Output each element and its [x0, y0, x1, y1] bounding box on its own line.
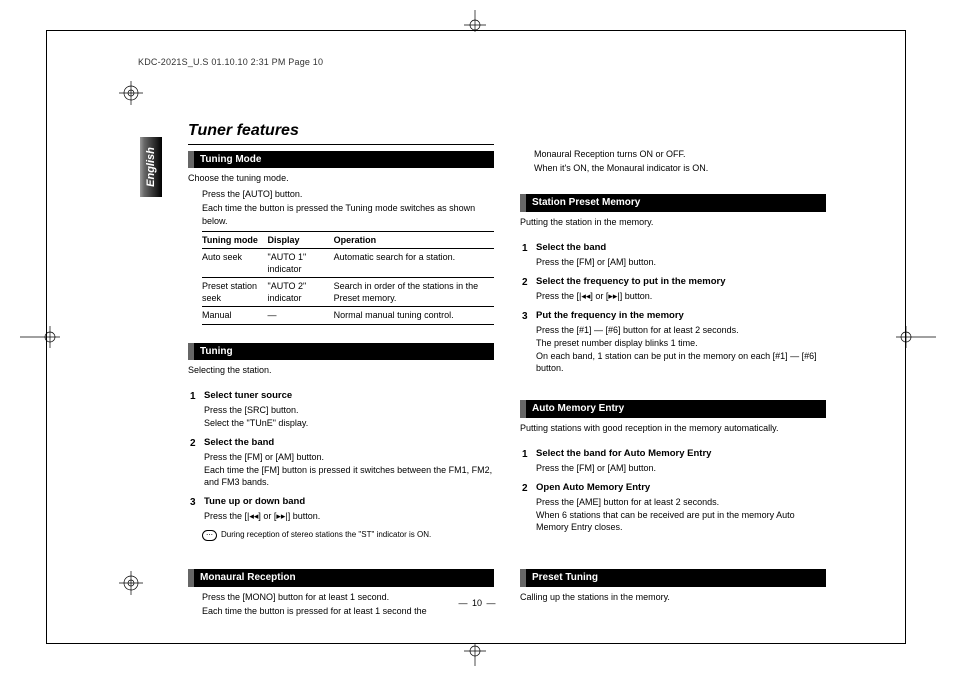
- th-operation: Operation: [334, 231, 494, 248]
- step-item: Select the band Press the [FM] or [AM] b…: [190, 437, 494, 488]
- tuning-note: ⋯ During reception of stereo stations th…: [202, 530, 494, 541]
- language-tab: English: [140, 137, 162, 197]
- auto-memory-steps: Select the band for Auto Memory Entry Pr…: [522, 448, 826, 533]
- left-column: Tuner features Tuning Mode Choose the tu…: [188, 120, 494, 619]
- section-tuning-mode: Tuning Mode: [188, 151, 494, 169]
- language-label: English: [145, 147, 157, 187]
- tuning-mode-desc: Each time the button is pressed the Tuni…: [202, 202, 494, 226]
- section-auto-memory: Auto Memory Entry: [520, 400, 826, 418]
- auto-memory-intro: Putting stations with good reception in …: [520, 422, 826, 434]
- preset-memory-intro: Putting the station in the memory.: [520, 216, 826, 228]
- tuning-mode-instruction: Press the [AUTO] button.: [202, 188, 494, 200]
- note-icon: ⋯: [202, 530, 217, 541]
- th-mode: Tuning mode: [202, 231, 268, 248]
- th-display: Display: [268, 231, 334, 248]
- page-number: — 10 —: [0, 598, 954, 608]
- monaural-continued: Monaural Reception turns ON or OFF. When…: [534, 148, 826, 174]
- crop-mark-top: [460, 10, 490, 40]
- preset-memory-steps: Select the band Press the [FM] or [AM] b…: [522, 242, 826, 374]
- step-item: Select the frequency to put in the memor…: [522, 276, 826, 302]
- crop-mark-bottom: [460, 636, 490, 666]
- tuning-mode-intro: Choose the tuning mode.: [188, 172, 494, 184]
- tuning-mode-table: Tuning mode Display Operation Auto seek …: [202, 231, 494, 325]
- step-item: Open Auto Memory Entry Press the [AME] b…: [522, 482, 826, 533]
- tuning-mode-body: Press the [AUTO] button. Each time the b…: [202, 188, 494, 324]
- reg-mark-bl: [116, 568, 146, 598]
- crop-mark-right: [886, 322, 936, 352]
- section-tuning: Tuning: [188, 343, 494, 361]
- step-item: Tune up or down band Press the [|◂◂] or …: [190, 496, 494, 522]
- section-monaural: Monaural Reception: [188, 569, 494, 587]
- table-row: Manual — Normal manual tuning control.: [202, 307, 494, 324]
- section-preset-tuning: Preset Tuning: [520, 569, 826, 587]
- tuning-intro: Selecting the station.: [188, 364, 494, 376]
- table-row: Auto seek "AUTO 1" indicator Automatic s…: [202, 248, 494, 277]
- print-header: KDC-2021S_U.S 01.10.10 2:31 PM Page 10: [138, 57, 323, 67]
- content-area: Tuner features Tuning Mode Choose the tu…: [188, 120, 828, 619]
- table-row: Preset station seek "AUTO 2" indicator S…: [202, 278, 494, 307]
- page-title: Tuner features: [188, 120, 494, 145]
- step-item: Select the band for Auto Memory Entry Pr…: [522, 448, 826, 474]
- section-preset-memory: Station Preset Memory: [520, 194, 826, 212]
- step-item: Select tuner source Press the [SRC] butt…: [190, 390, 494, 429]
- crop-mark-left: [20, 322, 70, 352]
- step-item: Select the band Press the [FM] or [AM] b…: [522, 242, 826, 268]
- reg-mark-tl: [116, 78, 146, 108]
- right-column: Monaural Reception turns ON or OFF. When…: [520, 120, 826, 619]
- tuning-steps: Select tuner source Press the [SRC] butt…: [190, 390, 494, 522]
- step-item: Put the frequency in the memory Press th…: [522, 310, 826, 374]
